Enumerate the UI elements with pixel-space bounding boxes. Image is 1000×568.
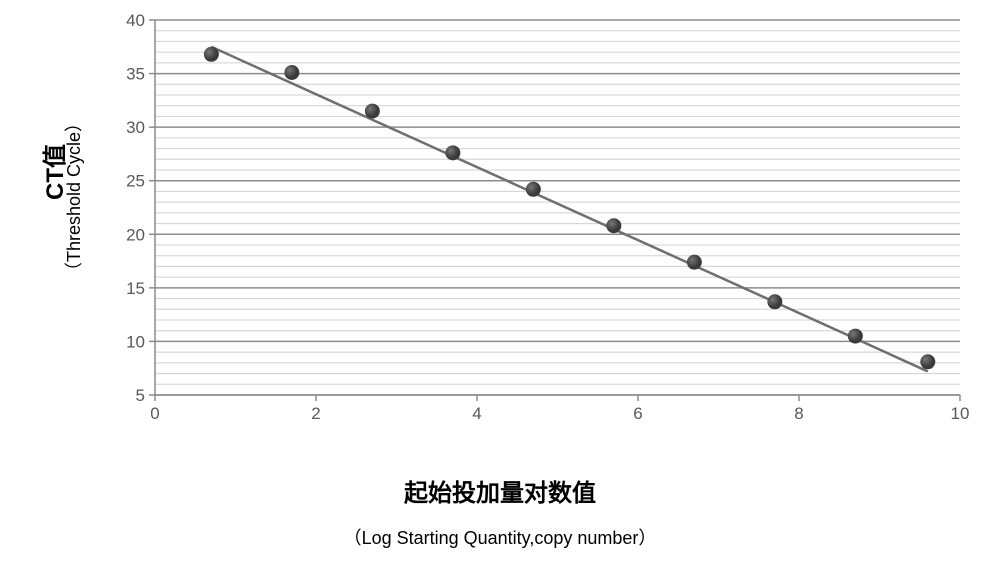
y-tick-label: 5	[136, 386, 145, 405]
data-point	[920, 354, 935, 369]
data-point	[365, 104, 380, 119]
x-axis-title-main: 起始投加量对数值	[0, 473, 1000, 508]
y-tick-label: 15	[126, 279, 145, 298]
plot-area: 5 10 15 20 25 30 35 40 0 2 4 6 8 10	[100, 10, 980, 430]
x-axis-title-sub: （Log Starting Quantity,copy number）	[0, 524, 1000, 550]
data-point	[445, 145, 460, 160]
data-point	[204, 47, 219, 62]
data-point	[606, 218, 621, 233]
y-tick-label: 30	[126, 118, 145, 137]
x-tick-label: 2	[311, 404, 320, 423]
data-point	[526, 182, 541, 197]
y-axis-title-sub: （Threshold Cycle）	[60, 114, 86, 280]
x-tick-label: 8	[794, 404, 803, 423]
y-tick-label: 20	[126, 225, 145, 244]
x-tick-label: 4	[472, 404, 481, 423]
data-point	[687, 255, 702, 270]
chart-svg: 5 10 15 20 25 30 35 40 0 2 4 6 8 10	[100, 10, 980, 430]
x-tick-label: 10	[951, 404, 970, 423]
y-tick-label: 40	[126, 11, 145, 30]
data-point	[767, 294, 782, 309]
y-tick-label: 35	[126, 65, 145, 84]
figure-container: CT值 （Threshold Cycle） 510152025303540024…	[0, 0, 1000, 568]
y-tick-label: 10	[126, 332, 145, 351]
x-tick-label: 6	[633, 404, 642, 423]
data-point	[848, 329, 863, 344]
data-point	[284, 65, 299, 80]
x-tick-label: 0	[150, 404, 159, 423]
y-tick-label: 25	[126, 172, 145, 191]
